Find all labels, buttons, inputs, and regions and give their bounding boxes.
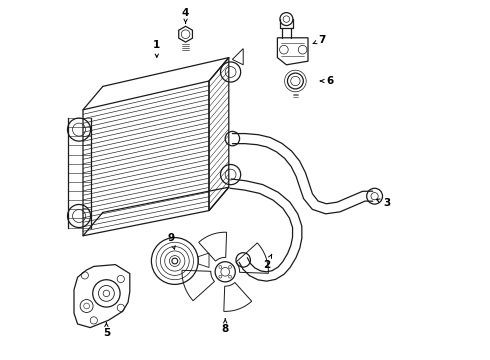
Text: 3: 3 (376, 198, 391, 208)
Text: 9: 9 (168, 233, 175, 249)
Text: 7: 7 (313, 35, 326, 45)
Text: 5: 5 (103, 323, 110, 338)
Text: 4: 4 (182, 8, 189, 23)
Text: 2: 2 (263, 254, 272, 270)
Text: 8: 8 (221, 319, 229, 334)
Text: 6: 6 (320, 76, 333, 86)
Text: 1: 1 (153, 40, 160, 57)
